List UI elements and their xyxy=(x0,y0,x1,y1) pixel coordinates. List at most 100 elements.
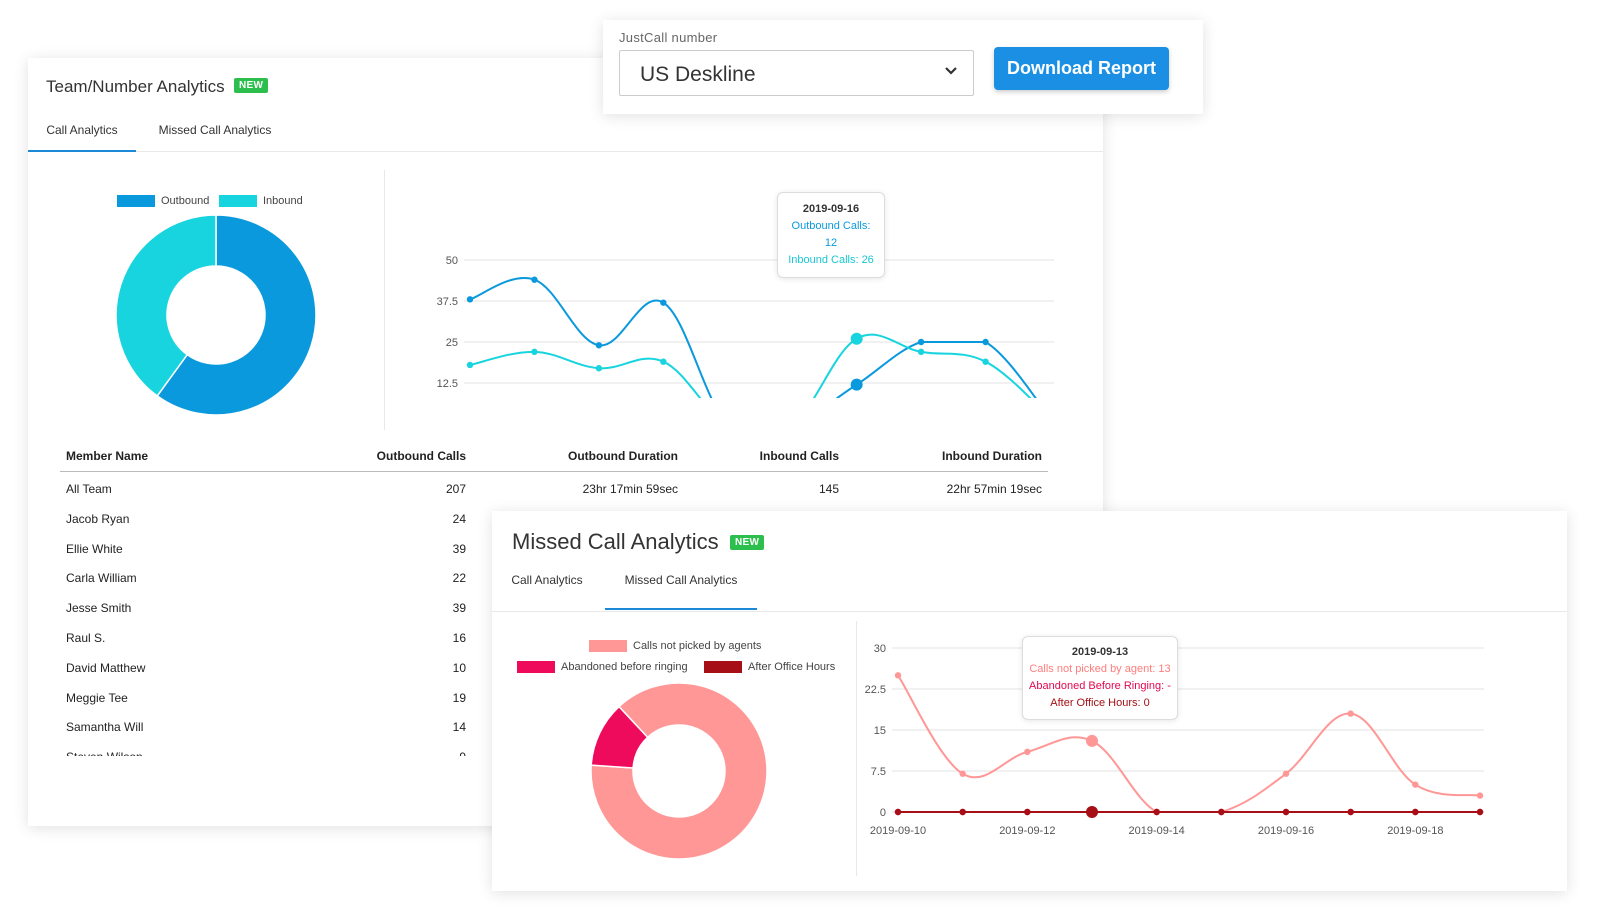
number-select[interactable]: US Deskline xyxy=(619,50,974,96)
data-point xyxy=(1282,808,1290,816)
tab-call-analytics[interactable]: Call Analytics xyxy=(28,115,136,152)
member-name-cell: Ellie White xyxy=(66,541,123,556)
new-badge: NEW xyxy=(234,78,269,93)
header-inbound-duration[interactable]: Inbound Duration xyxy=(942,449,1042,463)
legend-not-picked-swatch xyxy=(589,640,627,652)
y-tick-label: 0 xyxy=(880,807,886,819)
inbound-calls-cell: 145 xyxy=(818,482,839,496)
table-row[interactable]: Raul S. 16 xyxy=(28,627,1103,655)
tab-call-analytics[interactable]: Call Analytics xyxy=(511,573,583,587)
legend-after-hours-label: After Office Hours xyxy=(748,661,836,673)
donut-slice-abandoned-before-ringing xyxy=(591,705,649,769)
header-outbound-duration[interactable]: Outbound Duration xyxy=(568,449,678,463)
y-tick-label: 12.5 xyxy=(437,378,458,390)
y-tick-label: 50 xyxy=(446,255,458,267)
table-row[interactable]: Jesse Smith 39 xyxy=(28,597,1103,625)
call-line-chart: 012.52537.5502019-09-102019-09-122019-09… xyxy=(437,255,1054,398)
tooltip-abandoned: Abandoned Before Ringing: - xyxy=(1029,680,1171,692)
table-row[interactable]: Samantha Will 14 xyxy=(28,716,1103,744)
donut-slice-inbound xyxy=(116,215,217,397)
number-field-label: JustCall number xyxy=(619,30,718,45)
missed-tabs: Call Analytics Missed Call Analytics xyxy=(492,567,1567,612)
series-line-calls-not-picked-by-agents xyxy=(897,674,1481,814)
data-point xyxy=(1282,770,1290,777)
data-point xyxy=(1476,792,1484,799)
header-inbound-calls[interactable]: Inbound Calls xyxy=(759,449,839,463)
data-point xyxy=(531,276,538,283)
data-point xyxy=(466,296,474,303)
table-row[interactable]: Meggie Tee 19 xyxy=(28,687,1103,715)
data-point xyxy=(1347,808,1354,816)
header-member-name[interactable]: Member Name xyxy=(66,449,149,463)
member-name-cell: Samantha Will xyxy=(66,720,144,735)
call-chart-tooltip: 2019-09-16 Outbound Calls: 12 Inbound Ca… xyxy=(777,192,885,278)
legend-after-hours[interactable]: After Office Hours xyxy=(704,661,835,673)
member-name-cell: Steven Wilson xyxy=(66,750,143,756)
table-row[interactable]: David Matthew 10 xyxy=(28,657,1103,685)
data-point xyxy=(1412,808,1419,816)
tab-missed-call-analytics[interactable]: Missed Call Analytics xyxy=(605,567,757,610)
legend-abandoned[interactable]: Abandoned before ringing xyxy=(517,661,688,673)
table-row[interactable]: All Team 207 23hr 17min 59sec 145 22hr 57min… xyxy=(28,478,1103,506)
data-point xyxy=(982,338,989,346)
tooltip-inbound: Inbound Calls: 26 xyxy=(788,254,874,266)
table-row[interactable]: Carla William 22 xyxy=(28,567,1103,595)
data-point xyxy=(1086,806,1098,818)
download-report-button[interactable]: Download Report xyxy=(994,47,1169,90)
data-point xyxy=(1024,808,1031,816)
data-point xyxy=(917,348,925,356)
member-name-cell: Raul S. xyxy=(66,631,106,645)
table-row[interactable]: Ellie White 39 xyxy=(28,538,1103,566)
header-outbound-calls[interactable]: Outbound Calls xyxy=(376,449,466,463)
legend-inbound-swatch xyxy=(219,195,257,207)
legend-not-picked-label: Calls not picked by agents xyxy=(633,640,762,652)
outbound-calls-cell: 22 xyxy=(452,571,466,586)
outbound-calls-cell: 10 xyxy=(452,660,466,675)
y-tick-label: 25 xyxy=(446,337,458,349)
number-select-value: US Deskline xyxy=(640,63,756,86)
data-point xyxy=(1218,808,1225,816)
data-point xyxy=(1153,808,1160,816)
table-row[interactable]: Jacob Ryan 24 xyxy=(28,508,1103,536)
data-point xyxy=(982,358,989,365)
legend-abandoned-swatch xyxy=(517,661,555,673)
data-point xyxy=(1347,710,1354,717)
member-name-cell: Carla William xyxy=(66,571,137,586)
y-tick-label: 37.5 xyxy=(437,296,458,308)
legend-outbound-swatch xyxy=(117,195,155,207)
member-name-cell: Jacob Ryan xyxy=(66,511,130,526)
donut-slice-calls-not-picked-by-agents xyxy=(591,683,767,859)
outbound-calls-cell: 14 xyxy=(452,720,466,735)
legend-outbound-label: Outbound xyxy=(161,195,210,207)
y-tick-label: 22.5 xyxy=(865,684,886,696)
data-point xyxy=(595,342,603,349)
data-point xyxy=(531,348,538,356)
data-point xyxy=(660,299,667,306)
outbound-calls-cell: 24 xyxy=(452,511,466,526)
tab-missed-call-analytics[interactable]: Missed Call Analytics xyxy=(158,123,272,137)
data-point xyxy=(959,770,966,777)
legend-after-hours-swatch xyxy=(704,661,742,673)
x-tick-label: 2019-09-10 xyxy=(870,825,926,837)
outbound-duration-cell: 23hr 17min 59sec xyxy=(582,482,678,496)
data-point xyxy=(959,808,966,816)
legend-outbound[interactable]: Outbound xyxy=(117,195,209,207)
number-picker-card: JustCall number US Deskline Download Rep… xyxy=(603,20,1203,114)
y-tick-label: 15 xyxy=(874,725,886,737)
member-name-cell: Meggie Tee xyxy=(66,690,128,705)
data-point xyxy=(466,361,474,369)
tooltip-date: 2019-09-16 xyxy=(802,203,860,215)
table-header-divider xyxy=(60,471,1048,472)
table-row[interactable]: Steven Wilson 9 xyxy=(28,746,1103,756)
legend-inbound[interactable]: Inbound xyxy=(219,195,303,207)
series-line-inbound xyxy=(469,333,1032,398)
chevron-down-icon xyxy=(945,67,957,75)
legend-not-picked[interactable]: Calls not picked by agents xyxy=(589,640,761,652)
x-tick-label: 2019-09-18 xyxy=(1387,825,1443,837)
member-name-cell: All Team xyxy=(66,482,112,496)
tooltip-date: 2019-09-13 xyxy=(1071,646,1129,658)
data-point xyxy=(1476,808,1484,816)
legend-inbound-label: Inbound xyxy=(263,195,303,207)
chart-divider xyxy=(856,621,857,876)
x-tick-label: 2019-09-12 xyxy=(999,825,1055,837)
